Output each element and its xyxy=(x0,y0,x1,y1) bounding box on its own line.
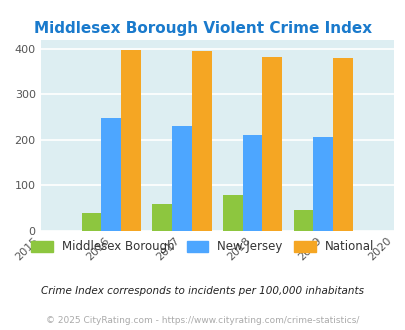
Text: © 2025 CityRating.com - https://www.cityrating.com/crime-statistics/: © 2025 CityRating.com - https://www.city… xyxy=(46,316,359,325)
Bar xyxy=(191,51,211,231)
Legend: Middlesex Borough, New Jersey, National: Middlesex Borough, New Jersey, National xyxy=(27,236,378,258)
Bar xyxy=(81,213,101,231)
Text: Crime Index corresponds to incidents per 100,000 inhabitants: Crime Index corresponds to incidents per… xyxy=(41,286,364,296)
Text: Middlesex Borough Violent Crime Index: Middlesex Borough Violent Crime Index xyxy=(34,21,371,36)
Bar xyxy=(313,137,332,231)
Bar xyxy=(293,210,313,231)
Bar xyxy=(101,118,121,231)
Bar xyxy=(262,57,281,231)
Bar xyxy=(172,126,191,231)
Bar xyxy=(152,204,172,231)
Bar xyxy=(332,58,352,231)
Bar xyxy=(121,50,141,231)
Bar xyxy=(242,135,262,231)
Bar xyxy=(222,195,242,231)
